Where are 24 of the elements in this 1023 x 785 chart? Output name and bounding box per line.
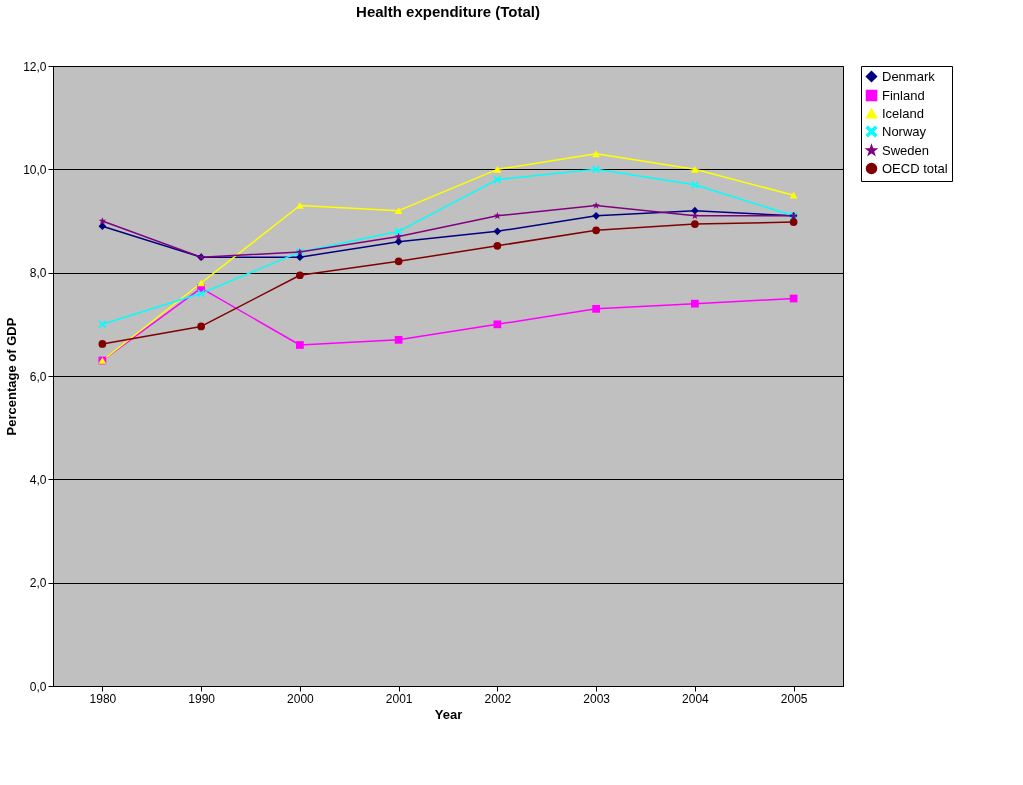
y-tick-label: 0,0 <box>29 679 47 694</box>
chart-title: Health expenditure (Total) <box>356 3 540 20</box>
y-tick-label: 4,0 <box>29 472 47 487</box>
x-tick-label: 2003 <box>583 691 611 706</box>
x-tick-label: 2004 <box>682 691 710 706</box>
legend-label: Finland <box>882 87 925 103</box>
y-tick-label: 6,0 <box>29 369 47 384</box>
x-tick-label: 2005 <box>780 691 808 706</box>
y-tick-label: 8,0 <box>29 266 47 281</box>
y-tick-label: 2,0 <box>29 576 47 591</box>
legend-label: Denmark <box>882 68 936 84</box>
legend-label: OECD total <box>882 160 948 176</box>
x-axis-title: Year <box>434 706 463 722</box>
y-tick-label: 10,0 <box>23 162 47 177</box>
y-tick-label: 12,0 <box>23 59 47 74</box>
x-tick-label: 1980 <box>89 691 117 706</box>
legend-label: Sweden <box>882 142 929 158</box>
x-tick-label: 2002 <box>484 691 512 706</box>
y-axis-title: Percentage of GDP <box>4 317 20 436</box>
legend-label: Iceland <box>882 105 924 121</box>
x-tick-label: 1990 <box>188 691 216 706</box>
x-tick-label: 2001 <box>385 691 413 706</box>
x-tick-label: 2000 <box>287 691 315 706</box>
legend-label: Norway <box>882 123 927 139</box>
